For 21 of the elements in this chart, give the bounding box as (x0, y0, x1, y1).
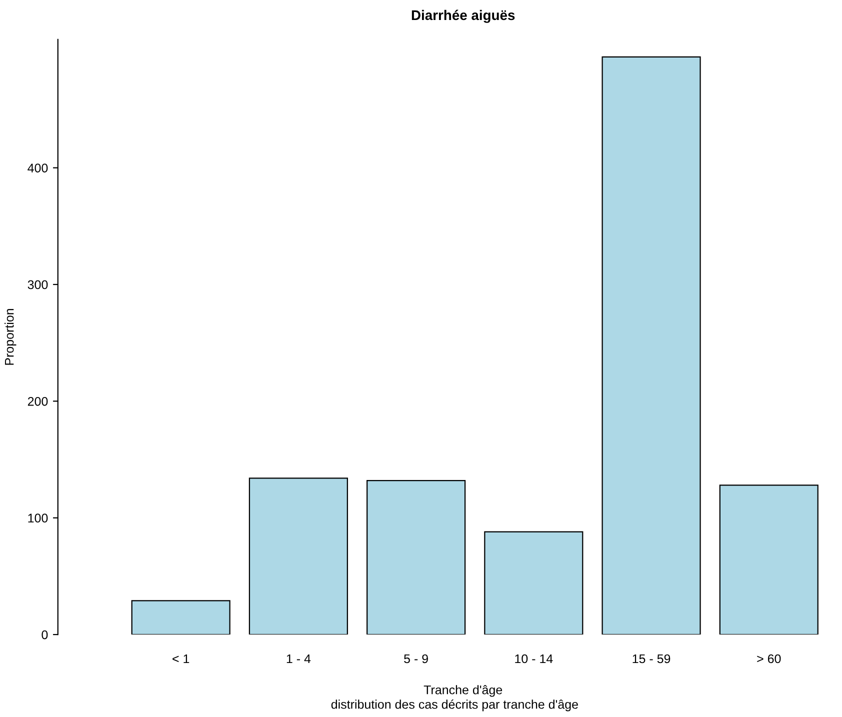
y-tick-label: 200 (28, 396, 48, 406)
chart-title: Diarrhée aiguës (412, 10, 515, 23)
bar (248, 478, 348, 635)
x-axis-title: Tranche d'âge (424, 685, 502, 697)
x-tick-label: < 1 (172, 654, 190, 664)
x-tick-label: 1 - 4 (286, 654, 311, 664)
x-tick-label: 5 - 9 (404, 654, 428, 664)
bar (719, 484, 818, 635)
y-tick-label: 0 (42, 630, 48, 640)
x-tick-label: > 60 (757, 654, 781, 664)
text: distribution des cas décrits par tranche d'âge (331, 699, 578, 712)
bar (484, 531, 584, 635)
bar (366, 480, 466, 635)
y-tick-label: 100 (28, 514, 48, 523)
x-tick-label: 15 - 59 (632, 654, 670, 664)
y-axis-title: Proportion (4, 308, 16, 365)
x-tick-label: 10 - 14 (515, 654, 553, 664)
bar (131, 600, 230, 635)
y-tick-label: 300 (28, 280, 48, 290)
bar (602, 56, 701, 635)
y-tick-label: 400 (28, 164, 48, 172)
